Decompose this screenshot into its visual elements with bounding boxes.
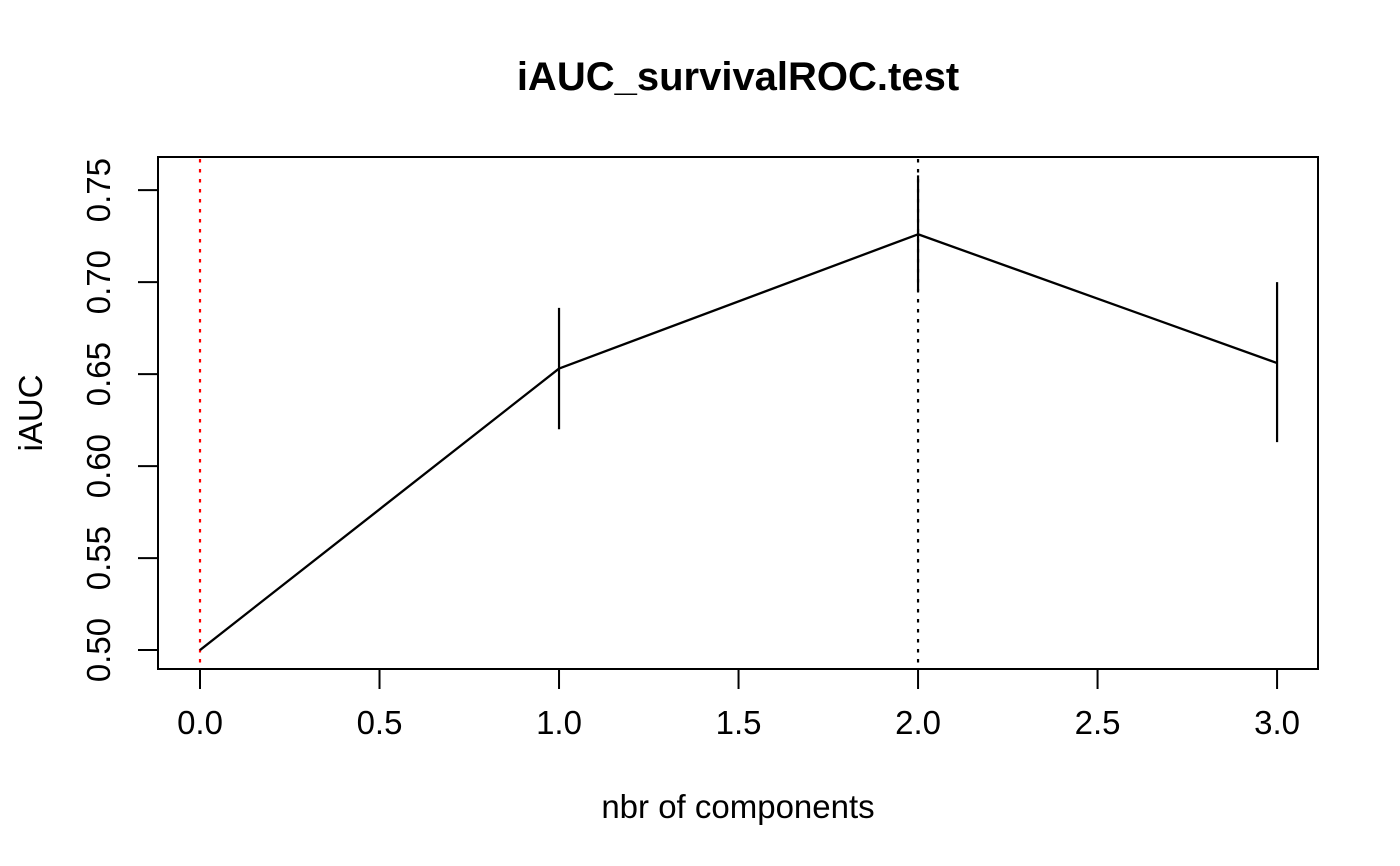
x-tick-label: 1.5	[716, 704, 762, 741]
x-tick-label: 2.5	[1075, 704, 1121, 741]
x-tick-label: 0.5	[357, 704, 403, 741]
y-tick-label: 0.50	[80, 618, 117, 682]
chart-title: iAUC_survivalROC.test	[516, 55, 960, 99]
x-tick-label: 1.0	[536, 704, 582, 741]
x-tick-label: 2.0	[895, 704, 941, 741]
y-tick-label: 0.70	[80, 250, 117, 314]
y-tick-label: 0.60	[80, 434, 117, 498]
y-tick-label: 0.65	[80, 342, 117, 406]
x-tick-label: 3.0	[1254, 704, 1300, 741]
x-tick-label: 0.0	[177, 704, 223, 741]
x-axis-label: nbr of components	[601, 788, 875, 825]
data-line	[199, 233, 1278, 651]
plot-border	[157, 156, 1319, 670]
y-tick-label: 0.75	[80, 158, 117, 222]
y-tick-label: 0.55	[80, 526, 117, 590]
